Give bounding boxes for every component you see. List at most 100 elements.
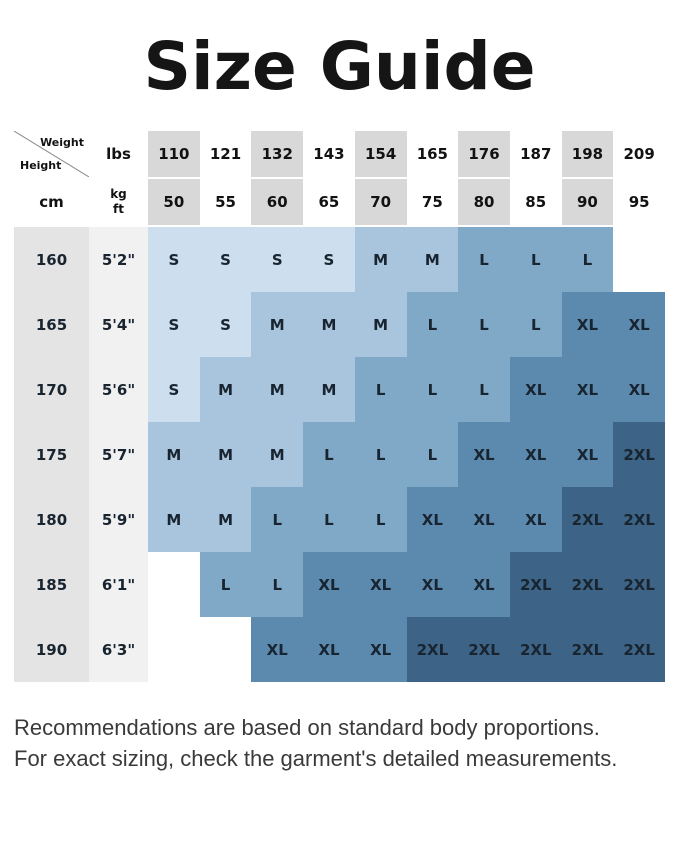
footer-note: Recommendations are based on standard bo… <box>14 712 665 774</box>
size-cell: M <box>199 487 252 552</box>
size-cell: S <box>251 227 304 292</box>
size-cell: 2XL <box>561 487 614 552</box>
weight-lbs-header-cell: 198 <box>561 131 614 179</box>
size-cell: L <box>303 422 355 487</box>
size-cell: 2XL <box>561 617 614 682</box>
diagonal-divider-line <box>14 131 89 177</box>
weight-lbs-header-cell: 132 <box>251 131 304 179</box>
size-cell: M <box>251 422 304 487</box>
size-cell-empty <box>199 617 252 682</box>
weight-kg-header-cell: 50 <box>148 179 200 227</box>
size-cell: L <box>406 357 459 422</box>
size-cell: L <box>354 422 407 487</box>
unit-cm-label: cm <box>14 179 89 227</box>
size-cell: M <box>406 227 459 292</box>
size-cell: L <box>561 227 614 292</box>
size-cell: S <box>148 292 200 357</box>
size-cell: L <box>406 292 459 357</box>
size-cell: L <box>458 227 510 292</box>
size-cell: XL <box>303 617 355 682</box>
height-cm-cell: 170 <box>14 357 89 422</box>
size-cell: L <box>251 552 304 617</box>
size-cell: XL <box>613 292 665 357</box>
page-title: Size Guide <box>143 28 536 105</box>
size-cell: M <box>303 292 355 357</box>
size-cell: S <box>148 357 200 422</box>
size-cell: M <box>199 357 252 422</box>
weight-lbs-header-cell: 121 <box>199 131 252 179</box>
footer-line-2: For exact sizing, check the garment's de… <box>14 746 618 772</box>
size-cell: 2XL <box>406 617 459 682</box>
size-cell: M <box>303 357 355 422</box>
size-cell: L <box>354 487 407 552</box>
height-cm-cell: 185 <box>14 552 89 617</box>
height-axis-label: Height <box>20 159 62 172</box>
height-cm-cell: 180 <box>14 487 89 552</box>
height-ft-cell: 6'3" <box>89 617 148 682</box>
size-cell: XL <box>458 422 510 487</box>
size-cell: M <box>354 227 407 292</box>
size-cell: S <box>199 292 252 357</box>
height-cm-cell: 175 <box>14 422 89 487</box>
size-cell: M <box>251 357 304 422</box>
size-cell-empty <box>148 552 200 617</box>
height-ft-cell: 5'7" <box>89 422 148 487</box>
weight-kg-header-cell: 95 <box>613 179 665 227</box>
weight-kg-header-cell: 80 <box>458 179 510 227</box>
size-cell: XL <box>509 422 562 487</box>
size-cell: M <box>354 292 407 357</box>
size-cell: XL <box>303 552 355 617</box>
size-cell: XL <box>561 422 614 487</box>
height-ft-cell: 5'6" <box>89 357 148 422</box>
weight-lbs-header-cell: 209 <box>613 131 665 179</box>
weight-lbs-header-cell: 165 <box>406 131 459 179</box>
weight-lbs-header-cell: 176 <box>458 131 510 179</box>
size-cell: L <box>458 357 510 422</box>
size-cell: XL <box>406 552 459 617</box>
height-ft-cell: 5'9" <box>89 487 148 552</box>
size-cell: XL <box>354 617 407 682</box>
weight-lbs-header-cell: 143 <box>303 131 355 179</box>
weight-kg-header-cell: 85 <box>509 179 562 227</box>
height-cm-cell: 160 <box>14 227 89 292</box>
size-cell: XL <box>561 357 614 422</box>
size-cell: M <box>148 487 200 552</box>
weight-kg-header-cell: 90 <box>561 179 614 227</box>
size-cell: M <box>251 292 304 357</box>
size-cell: S <box>199 227 252 292</box>
size-cell: 2XL <box>509 552 562 617</box>
size-cell: L <box>251 487 304 552</box>
size-cell: XL <box>561 292 614 357</box>
size-cell: XL <box>251 617 304 682</box>
weight-kg-header-cell: 55 <box>199 179 252 227</box>
weight-kg-header-cell: 70 <box>354 179 407 227</box>
weight-lbs-header-cell: 110 <box>148 131 200 179</box>
size-cell: XL <box>458 487 510 552</box>
unit-ft-label: ft <box>113 202 124 216</box>
size-cell: XL <box>613 357 665 422</box>
weight-axis-label: Weight <box>40 136 84 149</box>
unit-kg-label: kg <box>110 187 127 201</box>
weight-kg-header-cell: 65 <box>303 179 355 227</box>
unit-kg-ft-cell: kg ft <box>89 179 148 227</box>
size-cell: 2XL <box>613 617 665 682</box>
size-cell: S <box>303 227 355 292</box>
size-cell: 2XL <box>613 552 665 617</box>
size-cell-empty <box>613 227 665 292</box>
size-cell: M <box>199 422 252 487</box>
size-cell: L <box>303 487 355 552</box>
size-cell: L <box>509 292 562 357</box>
size-cell: XL <box>509 357 562 422</box>
size-cell: XL <box>509 487 562 552</box>
size-cell: XL <box>458 552 510 617</box>
size-cell: L <box>509 227 562 292</box>
weight-lbs-header-cell: 187 <box>509 131 562 179</box>
size-cell: L <box>199 552 252 617</box>
size-cell: XL <box>354 552 407 617</box>
size-cell: L <box>406 422 459 487</box>
size-cell: 2XL <box>561 552 614 617</box>
size-cell: 2XL <box>509 617 562 682</box>
unit-lbs-label: lbs <box>89 131 148 179</box>
height-ft-cell: 5'2" <box>89 227 148 292</box>
